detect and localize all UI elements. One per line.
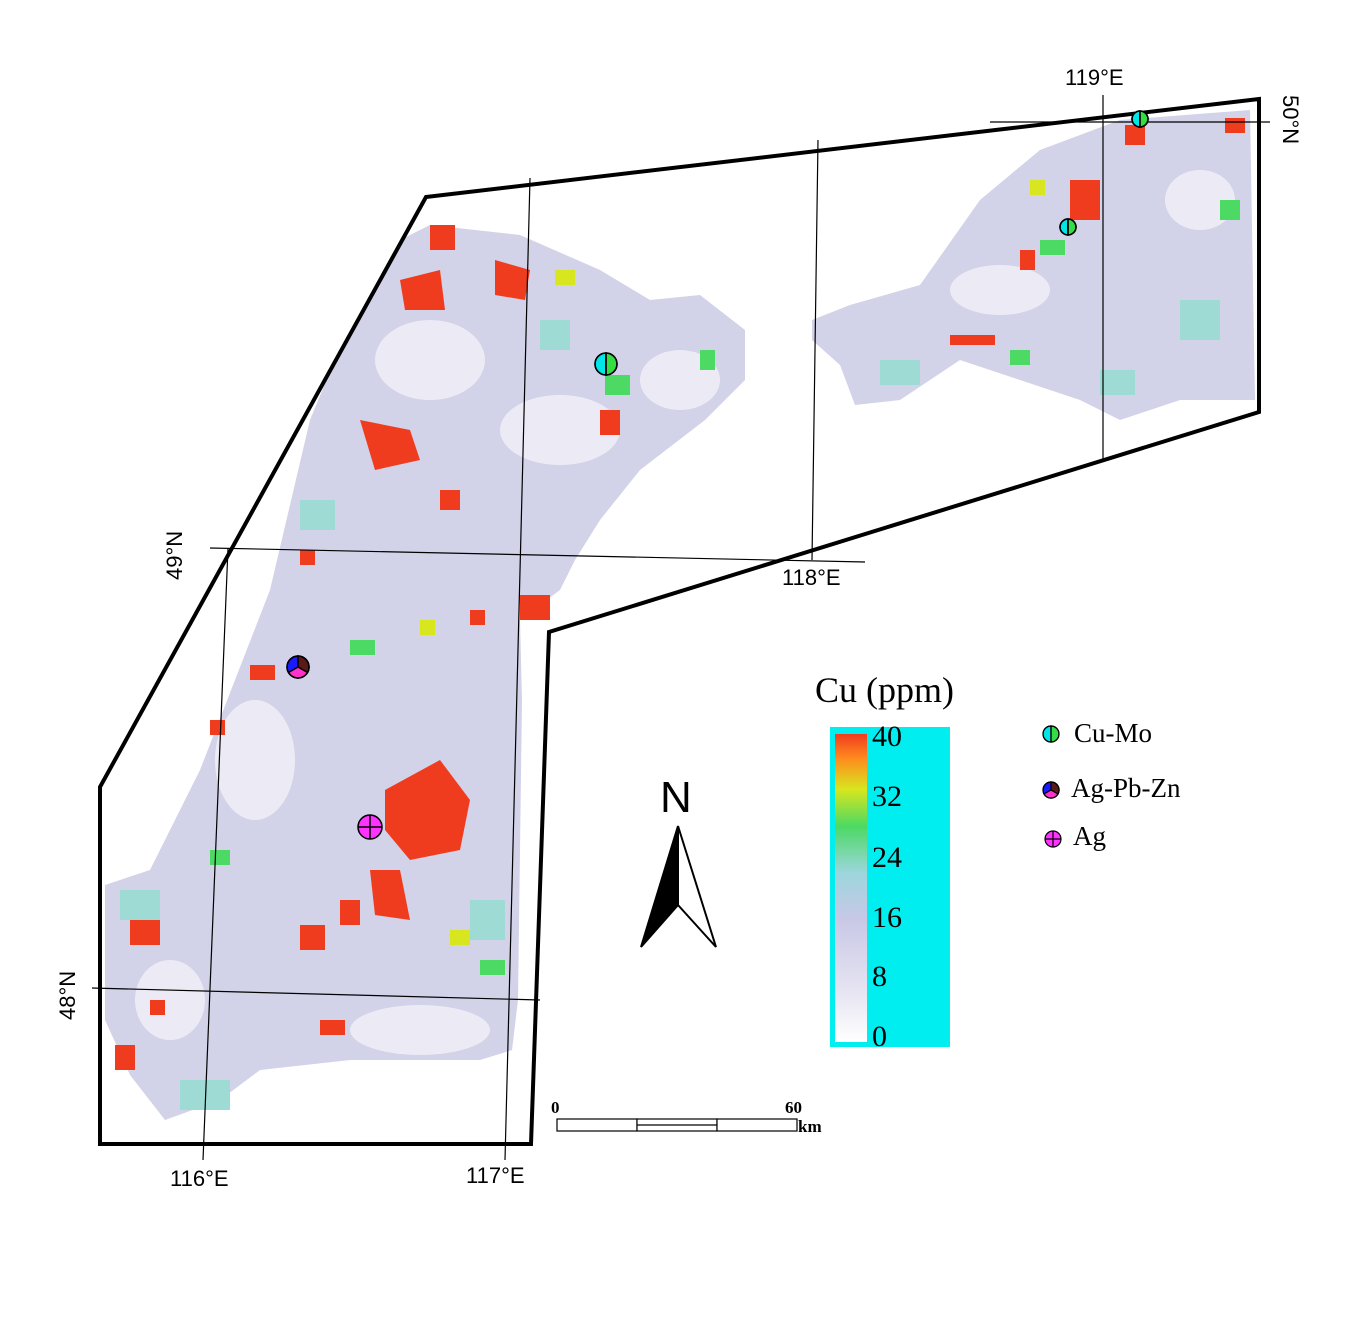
scale-bar-end-label: 60	[785, 1098, 802, 1117]
legend-item-label: Ag-Pb-Zn	[1071, 773, 1181, 803]
ag-pb-zn-deposit-marker	[286, 655, 310, 679]
lon-label-117: 117°E	[466, 1163, 525, 1188]
cu-mo-icon	[1042, 725, 1060, 743]
legend-tick: 32	[872, 780, 902, 813]
legend-title: Cu (ppm)	[815, 670, 954, 710]
meridian-116	[202, 547, 229, 1161]
lat-label-50: 50°N	[1278, 95, 1303, 144]
north-arrow: N	[640, 773, 717, 948]
legend-item-cu-mo: Cu-Mo	[1042, 718, 1152, 748]
cu-mo-deposit-marker	[1131, 110, 1149, 128]
meridian-118	[811, 139, 819, 561]
legend-item-label: Cu-Mo	[1074, 718, 1152, 748]
ag-icon	[1044, 830, 1062, 848]
lat-label-49: 49°N	[162, 531, 187, 580]
north-arrow-icon	[640, 825, 679, 948]
study-area-boundary	[98, 96, 1261, 1146]
legend-tick: 0	[872, 1020, 887, 1053]
peak-anomaly-patches	[115, 118, 1245, 1070]
ag-deposit-marker	[357, 814, 383, 840]
ag-pb-zn-icon	[1042, 781, 1060, 799]
medium-value-patches	[120, 300, 1220, 1110]
low-value-patches	[135, 170, 1235, 1055]
deposit-markers	[286, 110, 1149, 840]
lon-label-119: 119°E	[1065, 65, 1124, 90]
cu-mo-deposit-marker	[594, 352, 618, 376]
cu-legend: Cu (ppm) 40 32 24 16 8 0	[815, 670, 954, 1053]
scale-bar-start-label: 0	[551, 1098, 560, 1117]
legend-tick: 24	[872, 841, 902, 874]
graticule	[91, 95, 1270, 1161]
meridian-117	[504, 177, 531, 1161]
cu-raster	[105, 110, 1255, 1120]
legend-item-ag-pb-zn: Ag-Pb-Zn	[1042, 773, 1181, 803]
anomaly-patches	[420, 180, 1045, 945]
legend-tick: 40	[872, 720, 902, 753]
legend-tick: 16	[872, 901, 902, 934]
scale-bar-unit-label: km	[798, 1117, 822, 1136]
legend-item-ag: Ag	[1044, 821, 1106, 851]
cu-mo-deposit-marker	[1059, 218, 1077, 236]
scale-bar: 0 60 km	[551, 1098, 822, 1136]
legend-color-ramp	[835, 734, 867, 1042]
lon-label-118: 118°E	[782, 565, 841, 590]
north-arrow-label: N	[660, 773, 692, 822]
graticule-labels: 116°E 117°E 118°E 119°E 48°N 49°N 50°N	[55, 65, 1303, 1191]
parallel-49	[209, 547, 866, 563]
legend-item-label: Ag	[1073, 821, 1106, 851]
legend-ticks: 40 32 24 16 8 0	[872, 720, 902, 1053]
parallel-48	[91, 987, 541, 1001]
legend-tick: 8	[872, 960, 887, 993]
lon-label-116: 116°E	[170, 1166, 229, 1191]
deposit-legend: Cu-Mo Ag-Pb-Zn Ag	[1042, 718, 1181, 851]
lat-label-48: 48°N	[55, 971, 80, 1020]
